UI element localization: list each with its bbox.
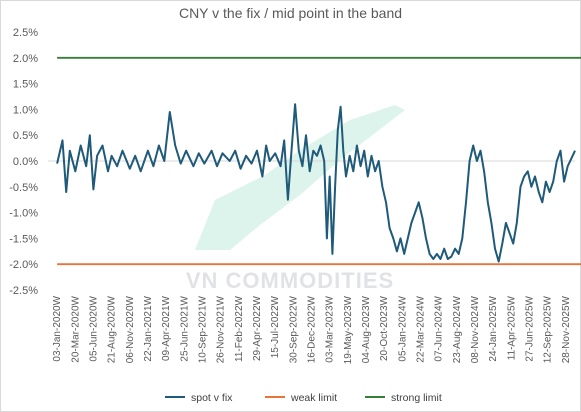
x-tick-label: 21-Aug-2020W <box>107 295 118 363</box>
x-tick-label: 30-Sep-2022W <box>288 295 299 363</box>
y-tick-label: 2.0% <box>13 53 38 65</box>
x-tick-label: 12-Sep-2025W <box>543 295 554 363</box>
y-tick-label: -0.5% <box>9 182 38 194</box>
x-tick-label: 22-Jan-2021W <box>143 295 154 361</box>
y-tick-label: -2.5% <box>9 285 38 297</box>
x-tick-label: 28-Nov-2025W <box>561 295 572 363</box>
x-tick-label: 05-Jun-2020W <box>88 295 99 361</box>
watermark-text: VN COMMODITIES <box>186 268 394 293</box>
x-tick-label: 20-Oct-2023W <box>379 295 390 361</box>
series-line-spot-v-fix <box>56 103 576 263</box>
x-axis-ticks: 03-Jan-2020W 20-Mar-2020W 05-Jun-2020W 21-A… <box>52 295 572 364</box>
legend-label: strong limit <box>391 392 442 404</box>
legend-label: spot v fix <box>191 392 233 404</box>
x-tick-label: 11-Apr-2025W <box>506 295 517 360</box>
y-tick-label: -2.0% <box>9 259 38 271</box>
y-tick-label: -1.0% <box>9 208 38 220</box>
chart-title: CNY v the fix / mid point in the band <box>178 5 403 21</box>
x-tick-label: 24-Jan-2025W <box>488 295 499 361</box>
legend: spot v fix weak limit strong limit <box>165 392 442 404</box>
x-tick-label: 16-Dec-2022W <box>307 295 318 363</box>
y-tick-label: 1.5% <box>13 79 38 91</box>
x-tick-label: 07-Jun-2024W <box>434 295 445 361</box>
y-tick-label: 0.5% <box>13 130 38 142</box>
x-tick-label: 11-Feb-2022W <box>234 295 245 362</box>
x-tick-label: 23-Aug-2024W <box>452 295 463 363</box>
x-tick-label: 15-Jul-2022W <box>270 295 281 358</box>
y-tick-label: 0.0% <box>13 156 38 168</box>
x-tick-label: 09-Apr-2021W <box>161 295 172 361</box>
x-tick-label: 29-Apr-2022W <box>252 295 263 361</box>
x-tick-label: 03-Jan-2020W <box>52 295 63 361</box>
x-tick-label: 20-Mar-2020W <box>70 295 81 362</box>
y-tick-label: 2.5% <box>13 27 38 39</box>
x-tick-label: 19-May-2023W <box>343 295 354 364</box>
x-tick-label: 08-Nov-2024W <box>470 295 481 363</box>
x-tick-label: 25-Jun-2021W <box>179 295 190 361</box>
x-tick-label: 27-Jun-2025W <box>525 295 536 361</box>
x-tick-label: 05-Jan-2024W <box>397 295 408 361</box>
y-axis-ticks: 2.5% 2.0% 1.5% 1.0% 0.5% 0.0% -0.5% -1.0% -1.5% -… <box>9 27 38 297</box>
x-tick-label: 06-Nov-2020W <box>125 295 136 363</box>
series-layer <box>56 56 581 266</box>
x-tick-label: 26-Nov-2021W <box>216 295 227 363</box>
watermark: VN COMMODITIES <box>186 105 405 293</box>
x-tick-label: 04-Aug-2023W <box>361 295 372 363</box>
watermark-arrow-icon <box>195 105 405 250</box>
legend-label: weak limit <box>290 392 337 404</box>
x-tick-label: 03-Mar-2023W <box>325 295 336 362</box>
y-tick-label: 1.0% <box>13 104 38 116</box>
x-tick-label: 22-Mar-2024W <box>416 295 427 362</box>
y-tick-label: -1.5% <box>9 233 38 245</box>
x-tick-label: 10-Sep-2021W <box>197 295 208 363</box>
